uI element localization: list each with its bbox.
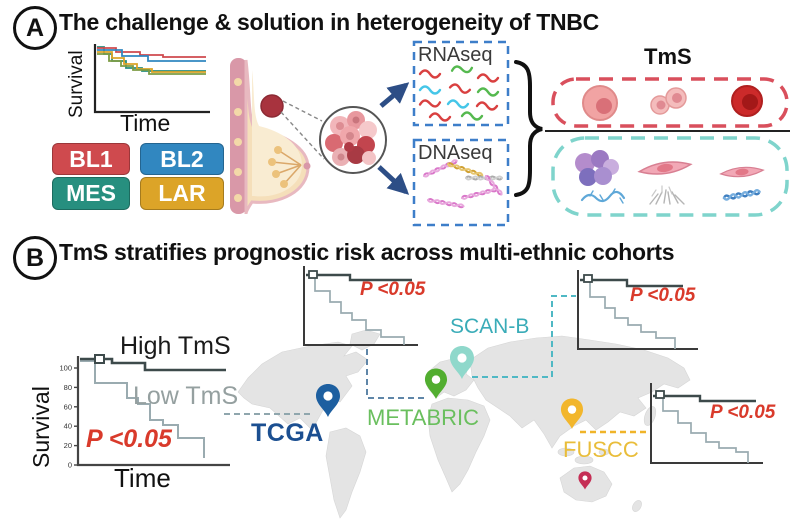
metabric-survival-plot [303, 266, 418, 346]
tumor [260, 94, 284, 118]
arrow-to-rnaseq [379, 82, 410, 108]
metabric-low-curve [306, 274, 405, 345]
panel-a-title: The challenge & solution in heterogeneit… [59, 9, 599, 35]
main-low-curve [80, 360, 205, 458]
ytick-0: 0 [68, 461, 72, 470]
dnaseq-box [412, 138, 510, 227]
metabric-label: METABRIC [367, 405, 480, 430]
ytick-40: 40 [64, 422, 72, 431]
brace [514, 60, 543, 197]
rnaseq-label: RNAseq [418, 44, 493, 66]
panel-a-xlabel: Time [120, 110, 171, 136]
scanb-connector [472, 295, 576, 378]
ytick-60: 60 [64, 402, 72, 411]
tms-label: TmS [644, 44, 692, 69]
dna-strands [423, 159, 503, 209]
scanb-survival-plot [577, 270, 698, 350]
microenvironment-icons [575, 150, 765, 205]
tcga-survival-plot: 100 80 60 40 20 0 [59, 354, 230, 470]
curve-bl1 [97, 47, 206, 58]
scanb-low-curve [580, 279, 676, 349]
subtype-bl1-label: BL1 [69, 145, 113, 172]
dnaseq-label: DNAseq [418, 142, 493, 164]
fuscc-survival-plot [650, 383, 763, 464]
panel-a-ylabel: Survival [66, 50, 87, 118]
rnaseq-box [412, 40, 510, 127]
subtype-bl2: BL2 [140, 143, 224, 175]
subtype-mes-label: MES [66, 180, 116, 206]
metabric-pin [424, 368, 448, 399]
subtype-mes: MES [52, 177, 130, 210]
main-high-curve [80, 357, 226, 372]
panel-b-title: TmS stratifies prognostic risk across mu… [59, 239, 675, 265]
scanb-pin [450, 346, 474, 379]
fuscc-pin [560, 398, 584, 429]
fuscc-high-curve [653, 394, 756, 403]
curve-bl2 [97, 49, 206, 62]
fuscc-low-curve [653, 395, 749, 463]
panel-a-badge: A [13, 6, 57, 50]
world-map [237, 329, 691, 519]
pvalue-scanb: P <0.05 [630, 285, 696, 306]
tumor-cell-icons [582, 85, 763, 121]
scanb-label: SCAN-B [450, 315, 530, 338]
milk-ducts [271, 149, 302, 185]
subtype-lar: LAR [140, 177, 224, 210]
subtype-bl1: BL1 [52, 143, 130, 175]
panel-b-badge: B [13, 236, 57, 280]
arrow-to-dnaseq [377, 165, 410, 195]
subtype-lar-label: LAR [158, 180, 206, 206]
tumor-cells-magnified [319, 106, 387, 174]
ytick-80: 80 [64, 383, 72, 392]
ytick-20: 20 [64, 441, 72, 450]
rna-strands [418, 65, 500, 122]
pvalue-metabric: P <0.05 [360, 279, 426, 300]
australia-pin [578, 471, 592, 490]
pvalue-tcga: P <0.05 [86, 425, 172, 453]
subtype-survival-plot [93, 44, 210, 114]
tcga-label: TCGA [251, 419, 324, 447]
panel-b-xlabel: Time [114, 463, 171, 493]
low-tms-label: Low TmS [133, 382, 239, 410]
ytick-100: 100 [59, 364, 72, 373]
microenvironment-pill [551, 136, 789, 217]
scanb-high-curve [580, 278, 683, 288]
fuscc-label: FUSCC [563, 437, 639, 462]
tcga-pin [316, 384, 340, 417]
high-tms-label: High TmS [120, 332, 231, 360]
metabric-high-curve [306, 273, 412, 282]
subtype-bl2-label: BL2 [160, 145, 204, 172]
breast-illustration [230, 58, 325, 215]
curve-lar [97, 51, 206, 73]
tumor-cells-pill [551, 77, 789, 128]
pvalue-fuscc: P <0.05 [710, 402, 776, 423]
panel-b-ylabel: Survival [28, 386, 54, 468]
curve-other [97, 53, 206, 75]
metabric-connector [366, 349, 424, 399]
